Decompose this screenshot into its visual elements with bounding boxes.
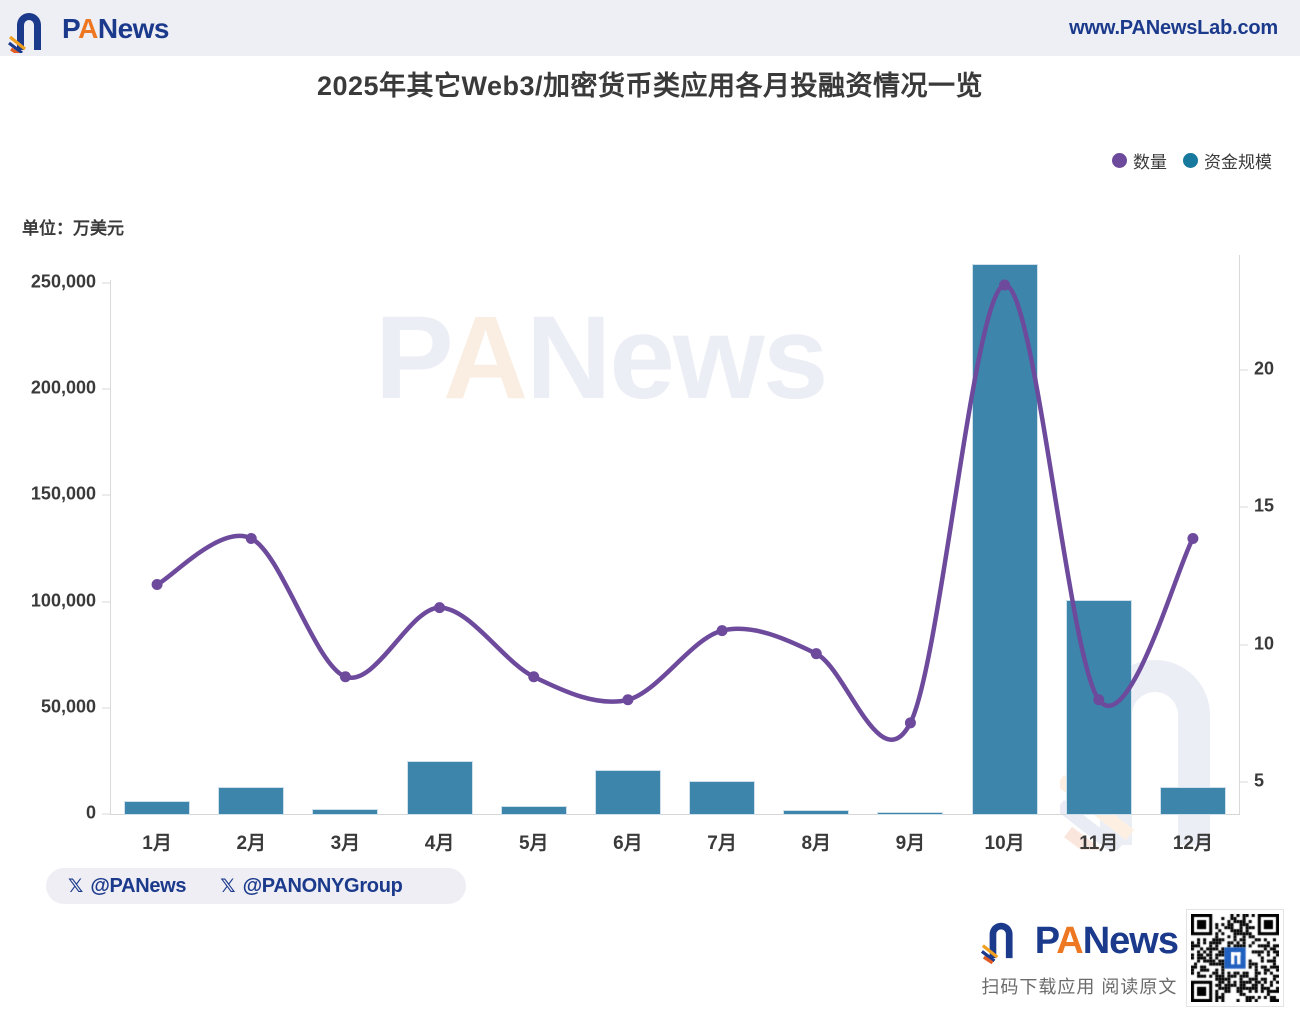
- bar-5月[interactable]: [500, 806, 567, 815]
- line-point-7月[interactable]: [716, 625, 728, 637]
- legend-label-funding-scale: 资金规模: [1204, 153, 1272, 172]
- footer-wordmark: PANews: [1034, 919, 1179, 962]
- x-twitter-icon: 𝕏: [220, 875, 236, 897]
- x-twitter-icon: 𝕏: [68, 875, 84, 897]
- line-point-6月[interactable]: [622, 694, 634, 706]
- x-axis-tick-11月: 11月: [1079, 833, 1119, 854]
- chart-plot-area: PANews 250,000 200,000 150,000 100,000 5…: [31, 255, 1274, 871]
- legend-label-count: 数量: [1133, 153, 1167, 172]
- x-axis-tick-9月: 9月: [895, 833, 926, 854]
- header-brand: PANews: [8, 4, 188, 54]
- x-axis-tick-labels: 1月 2月 3月 4月 5月 6月 7月 8月 9月 10月 11月 12月: [110, 828, 1240, 860]
- line-path-count: [157, 285, 1193, 740]
- social-handle-panonygroup: @PANONYGroup: [242, 874, 403, 897]
- x-axis-tick-1月: 1月: [142, 833, 172, 854]
- bar-3月[interactable]: [312, 808, 379, 815]
- chart-legend: 数量 资金规模: [1112, 148, 1272, 173]
- bar-1月[interactable]: [124, 801, 191, 815]
- y-axis-right-tick: 20: [1240, 359, 1274, 380]
- y-axis-left-tick: 200,000: [31, 378, 111, 399]
- social-handle-panews: @PANews: [90, 874, 187, 897]
- bar-10月[interactable]: [971, 263, 1038, 815]
- y-axis-left-tick: 0: [86, 803, 111, 824]
- y-axis-left-tick: 50,000: [41, 697, 111, 718]
- footer-brand-row: PANews: [980, 912, 1179, 969]
- bar-12月[interactable]: [1159, 787, 1226, 815]
- x-axis-tick-4月: 4月: [424, 833, 455, 854]
- line-point-1月[interactable]: [151, 579, 163, 591]
- legend-dot-icon: [1183, 153, 1198, 168]
- x-axis-tick-8月: 8月: [801, 833, 832, 854]
- x-axis-tick-2月: 2月: [236, 833, 267, 854]
- line-series-count: [151, 279, 1199, 815]
- panews-arch-logo-icon: [8, 5, 54, 53]
- x-axis-baseline: [110, 814, 1240, 815]
- x-axis-tick-5月: 5月: [518, 833, 549, 854]
- line-point-11月[interactable]: [1093, 694, 1105, 706]
- x-axis-tick-10月: 10月: [984, 833, 1025, 854]
- y-axis-right-tick: 15: [1240, 496, 1274, 517]
- y-axis-left-line: [110, 280, 111, 815]
- line-point-9月[interactable]: [904, 717, 916, 729]
- bar-4月[interactable]: [406, 760, 473, 815]
- panews-arch-logo-icon: [980, 912, 1025, 969]
- bar-11月[interactable]: [1065, 599, 1132, 815]
- footer-brand: PANews 扫码下载应用 阅读原文: [980, 912, 1179, 999]
- header-website-url: www.PANewsLab.com: [1069, 17, 1278, 39]
- x-axis-tick-6月: 6月: [613, 833, 643, 854]
- line-point-3月[interactable]: [339, 671, 351, 683]
- qr-code-icon[interactable]: [1186, 909, 1284, 1007]
- bar-8月[interactable]: [783, 809, 850, 815]
- bar-9月[interactable]: [877, 812, 944, 815]
- bar-series-funding-scale: [110, 255, 1240, 815]
- y-axis-right-tick: 5: [1240, 771, 1264, 792]
- y-axis-right-line: [1239, 255, 1240, 815]
- x-axis-tick-3月: 3月: [330, 833, 361, 854]
- line-point-2月[interactable]: [245, 532, 257, 544]
- social-item-panonygroup[interactable]: 𝕏 @PANONYGroup: [220, 874, 403, 898]
- line-point-4月[interactable]: [434, 602, 446, 614]
- page-header: PANews www.PANewsLab.com: [0, 0, 1300, 56]
- chart-title: 2025年其它Web3/加密货币类应用各月投融资情况一览: [316, 71, 984, 101]
- y-axis-left-tick: 250,000: [31, 272, 111, 293]
- social-item-panews[interactable]: 𝕏 @PANews: [68, 874, 187, 898]
- line-point-5月[interactable]: [528, 671, 540, 683]
- bar-2月[interactable]: [218, 787, 285, 815]
- social-handles-bar: 𝕏 @PANews 𝕏 @PANONYGroup: [46, 868, 466, 904]
- line-point-8月[interactable]: [810, 648, 822, 660]
- line-point-10月[interactable]: [999, 279, 1011, 291]
- y-axis-unit-label: 单位：万美元: [22, 219, 124, 238]
- legend-item-funding-scale[interactable]: 资金规模: [1183, 148, 1272, 173]
- header-wordmark: PANews: [62, 13, 170, 44]
- y-axis-left-tick: 100,000: [31, 591, 111, 612]
- y-axis-right-tick: 10: [1240, 634, 1274, 655]
- x-axis-tick-7月: 7月: [707, 833, 737, 854]
- bar-6月[interactable]: [594, 770, 661, 815]
- x-axis-tick-12月: 12月: [1172, 833, 1213, 854]
- bar-7月[interactable]: [689, 780, 756, 815]
- y-axis-left-tick: 150,000: [31, 484, 111, 505]
- legend-dot-icon: [1112, 153, 1127, 168]
- line-point-12月[interactable]: [1187, 532, 1199, 544]
- footer-caption: 扫码下载应用 阅读原文: [981, 977, 1178, 997]
- legend-item-count[interactable]: 数量: [1112, 148, 1167, 173]
